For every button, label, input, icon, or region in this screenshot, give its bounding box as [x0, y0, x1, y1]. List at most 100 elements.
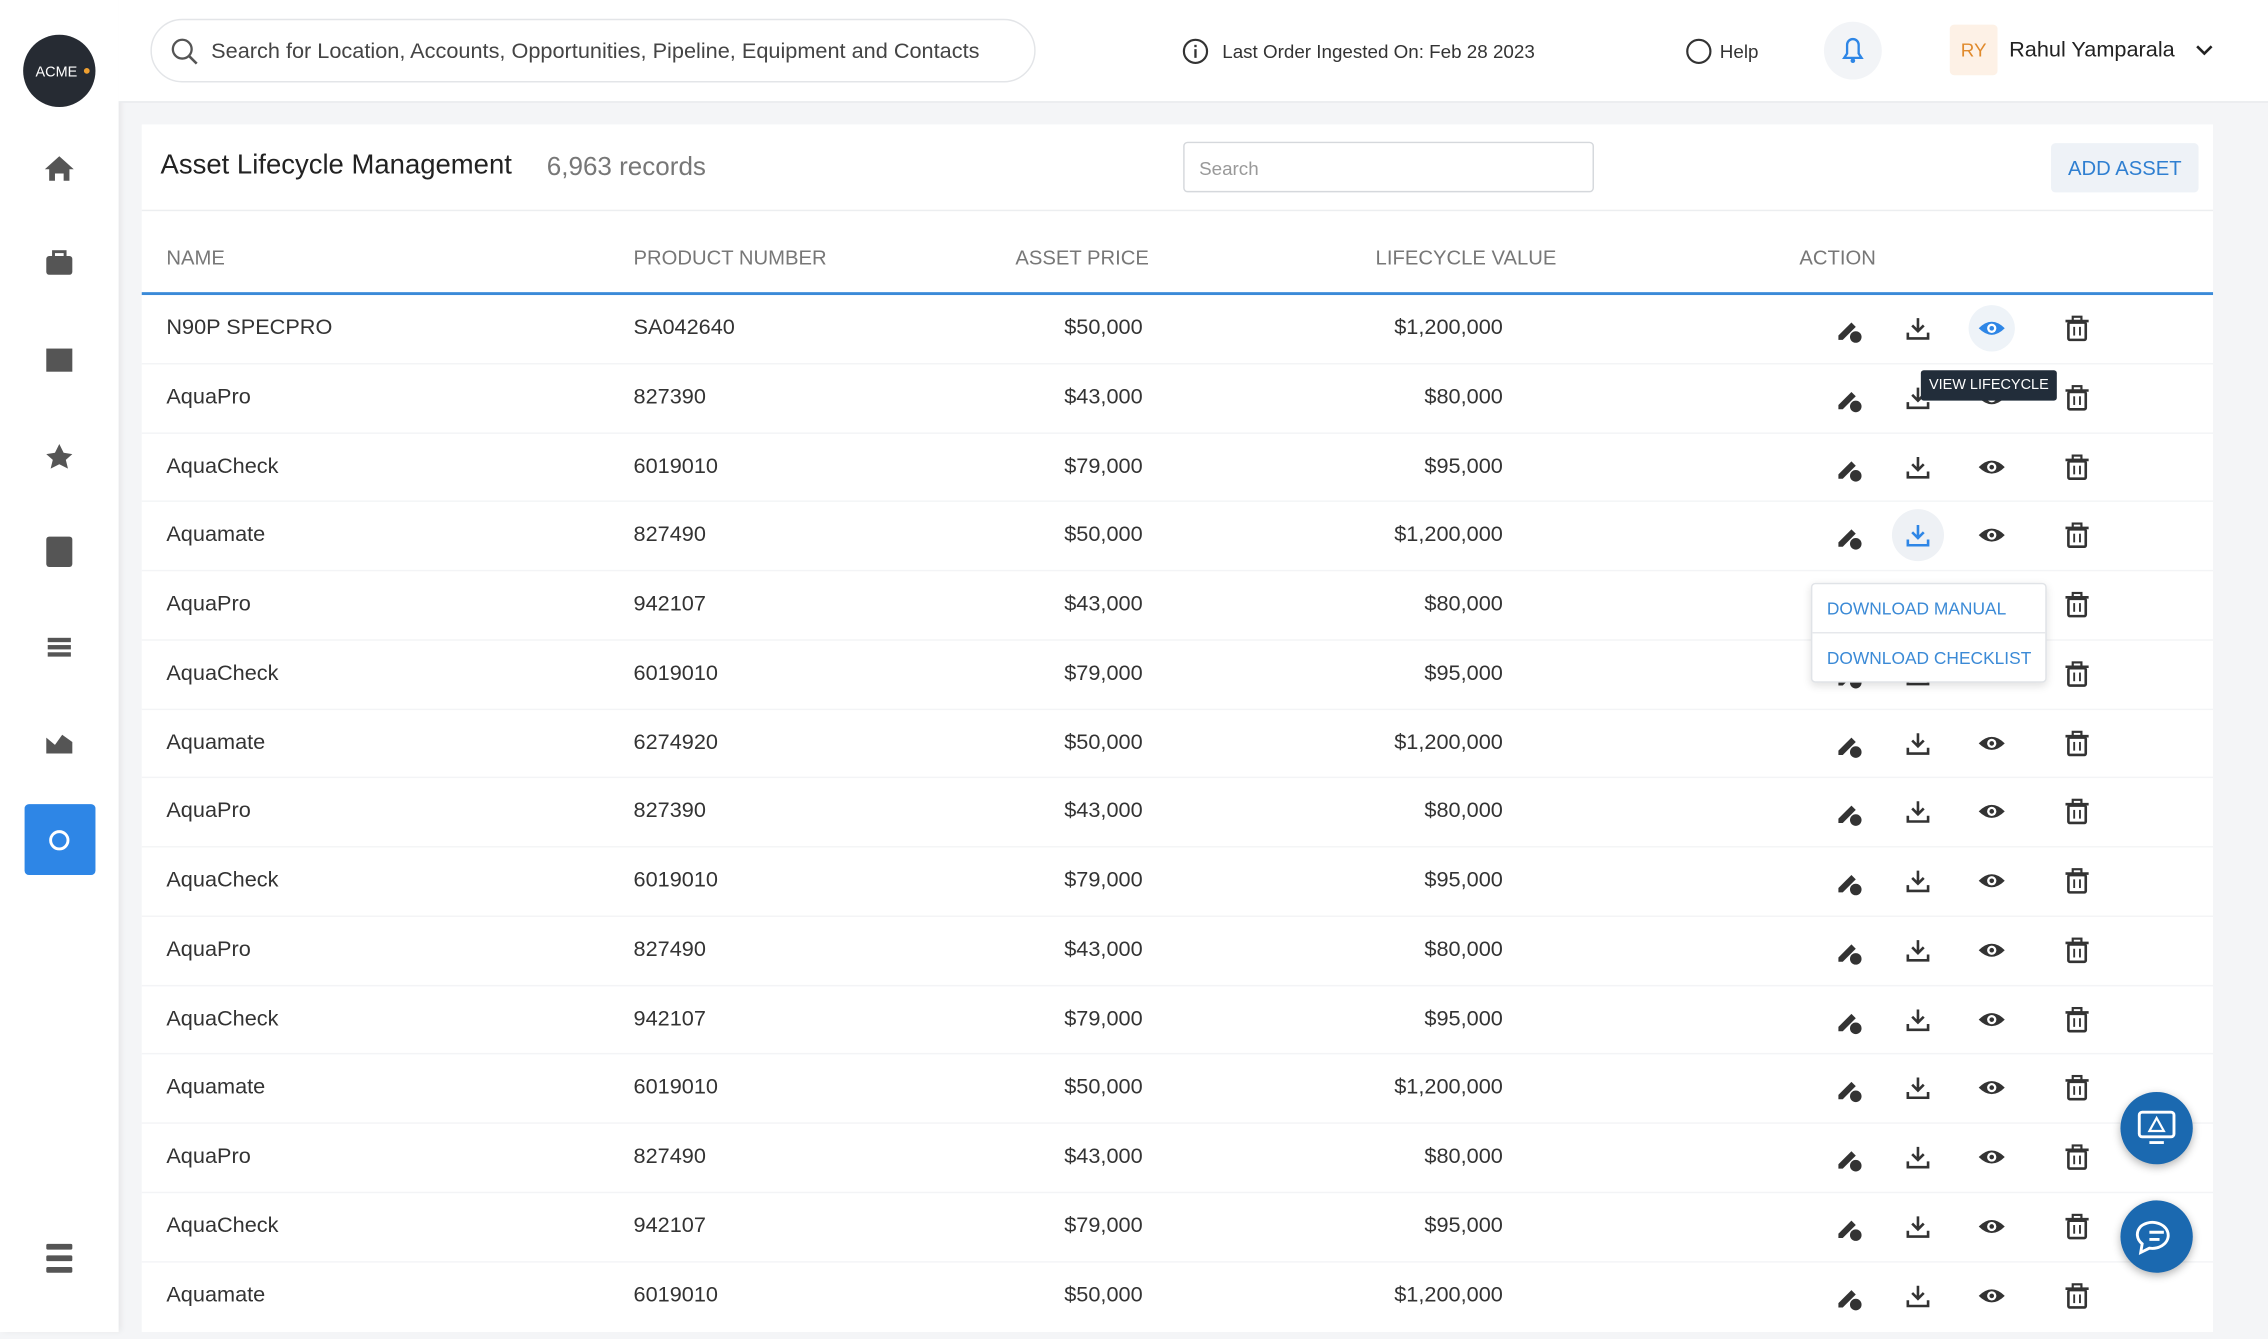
- download-button[interactable]: [1902, 796, 1934, 828]
- notifications[interactable]: [1823, 21, 1882, 80]
- name-cell: AquaPro: [166, 936, 251, 962]
- trash-button[interactable]: [2061, 451, 2093, 483]
- trash-button[interactable]: [2061, 589, 2093, 621]
- view-icon: [1978, 736, 2005, 750]
- download-button[interactable]: [1891, 509, 1945, 562]
- lifecycle-value-cell: $80,000: [1424, 798, 1503, 824]
- edit-button[interactable]: [1833, 1003, 1865, 1035]
- view-button[interactable]: [1976, 1072, 2008, 1104]
- lifecycle-value-cell: $1,200,000: [1394, 315, 1503, 340]
- trash-button[interactable]: [2061, 1210, 2093, 1242]
- download-button[interactable]: [1902, 934, 1934, 966]
- row-divider: [141, 569, 2214, 572]
- trash-button[interactable]: [2061, 865, 2093, 897]
- edit-button[interactable]: [1833, 1210, 1865, 1242]
- asset-price-cell: $50,000: [1064, 1282, 1143, 1307]
- add-asset-button[interactable]: ADD ASSET: [2051, 143, 2199, 193]
- chevron[interactable]: [2194, 42, 2214, 59]
- download-icon: [1906, 1146, 1930, 1169]
- product-number-cell: 827390: [633, 384, 706, 409]
- lifecycle-value-cell: $95,000: [1424, 660, 1503, 686]
- name-cell: AquaCheck: [166, 453, 279, 479]
- download-button[interactable]: [1902, 1141, 1934, 1173]
- lifecycle-value-cell: $1,200,000: [1394, 1282, 1503, 1307]
- global-search[interactable]: Search for Location, Accounts, Opportuni…: [150, 18, 1036, 83]
- trash-button[interactable]: [2061, 381, 2093, 413]
- trash-icon: [2065, 868, 2089, 894]
- view-button[interactable]: [1976, 520, 2008, 552]
- edit-button[interactable]: [1833, 934, 1865, 966]
- chat-button[interactable]: [2120, 1200, 2193, 1273]
- name-cell: Aquamate: [166, 1282, 266, 1307]
- column-header: ASSET PRICE: [1015, 245, 1149, 270]
- edit-button[interactable]: [1833, 865, 1865, 897]
- view-button[interactable]: [1968, 305, 2015, 352]
- edit-button[interactable]: [1833, 727, 1865, 759]
- edit-button[interactable]: [1833, 1072, 1865, 1104]
- table-search[interactable]: Search: [1183, 141, 1594, 193]
- user-avatar[interactable]: RY: [1949, 24, 1998, 76]
- download-button[interactable]: [1902, 312, 1934, 344]
- asset-price-cell: $79,000: [1064, 1213, 1143, 1238]
- trash-button[interactable]: [2061, 520, 2093, 552]
- view-button[interactable]: [1976, 1003, 2008, 1035]
- trash-icon: [2065, 384, 2089, 411]
- menu-item[interactable]: DOWNLOAD CHECKLIST: [1826, 647, 2032, 669]
- trash-icon: [2065, 591, 2089, 618]
- row-divider: [141, 1260, 2214, 1262]
- edit-icon: [1838, 322, 1862, 343]
- view-icon: [1978, 1012, 2005, 1026]
- view-button[interactable]: [1976, 1210, 2008, 1242]
- tooltip: VIEW LIFECYCLE: [1920, 370, 2057, 401]
- edit-icon: [1838, 1082, 1862, 1103]
- download-button[interactable]: [1902, 1072, 1934, 1104]
- view-button[interactable]: [1976, 1141, 2008, 1173]
- edit-button[interactable]: [1833, 312, 1865, 344]
- row-divider: [141, 777, 2214, 779]
- help[interactable]: Help: [1719, 40, 1759, 63]
- product-number-cell: 6019010: [633, 453, 719, 479]
- trash-button[interactable]: [2061, 1141, 2093, 1173]
- download-menu: DOWNLOAD MANUAL DOWNLOAD CHECKLIST: [1810, 582, 2047, 683]
- view-button[interactable]: [1976, 865, 2008, 897]
- row-divider: [141, 1053, 2214, 1055]
- trash-button[interactable]: [2061, 727, 2093, 759]
- edit-button[interactable]: [1833, 451, 1865, 483]
- screen-share-button[interactable]: [2120, 1091, 2193, 1165]
- trash-button[interactable]: [2061, 1072, 2093, 1104]
- trash-icon: [2065, 1144, 2089, 1170]
- download-button[interactable]: [1902, 1003, 1934, 1035]
- download-button[interactable]: [1902, 451, 1934, 483]
- edit-button[interactable]: [1833, 796, 1865, 828]
- bell-icon: [1842, 37, 1864, 64]
- edit-button[interactable]: [1833, 520, 1865, 552]
- download-button[interactable]: [1902, 727, 1934, 759]
- download-button[interactable]: [1902, 865, 1934, 897]
- view-button[interactable]: [1976, 451, 2008, 483]
- edit-button[interactable]: [1833, 381, 1865, 413]
- edit-button[interactable]: [1833, 1279, 1865, 1311]
- view-button[interactable]: [1976, 934, 2008, 966]
- view-button[interactable]: [1976, 796, 2008, 828]
- lifecycle-value-cell: $1,200,000: [1394, 522, 1503, 548]
- trash-button[interactable]: [2061, 658, 2093, 690]
- trash-button[interactable]: [2061, 934, 2093, 966]
- name-cell: AquaPro: [166, 591, 251, 617]
- asset-price-cell: $43,000: [1064, 798, 1143, 824]
- trash-button[interactable]: [2061, 312, 2093, 344]
- lifecycle-value-cell: $80,000: [1424, 1144, 1503, 1169]
- view-button[interactable]: [1976, 1279, 2008, 1311]
- lifecycle-value-cell: $95,000: [1424, 1213, 1503, 1238]
- active-nav[interactable]: [24, 804, 96, 876]
- download-button[interactable]: [1902, 1279, 1934, 1311]
- download-button[interactable]: [1902, 1210, 1934, 1242]
- edit-button[interactable]: [1833, 1141, 1865, 1173]
- trash-button[interactable]: [2061, 1279, 2093, 1311]
- user-name[interactable]: Rahul Yamparala: [2009, 37, 2175, 63]
- trash-button[interactable]: [2061, 1003, 2093, 1035]
- view-button[interactable]: [1976, 727, 2008, 759]
- row-divider: [141, 915, 2214, 917]
- header-underline: [141, 292, 2214, 296]
- menu-item[interactable]: DOWNLOAD MANUAL: [1826, 598, 2007, 620]
- trash-button[interactable]: [2061, 796, 2093, 828]
